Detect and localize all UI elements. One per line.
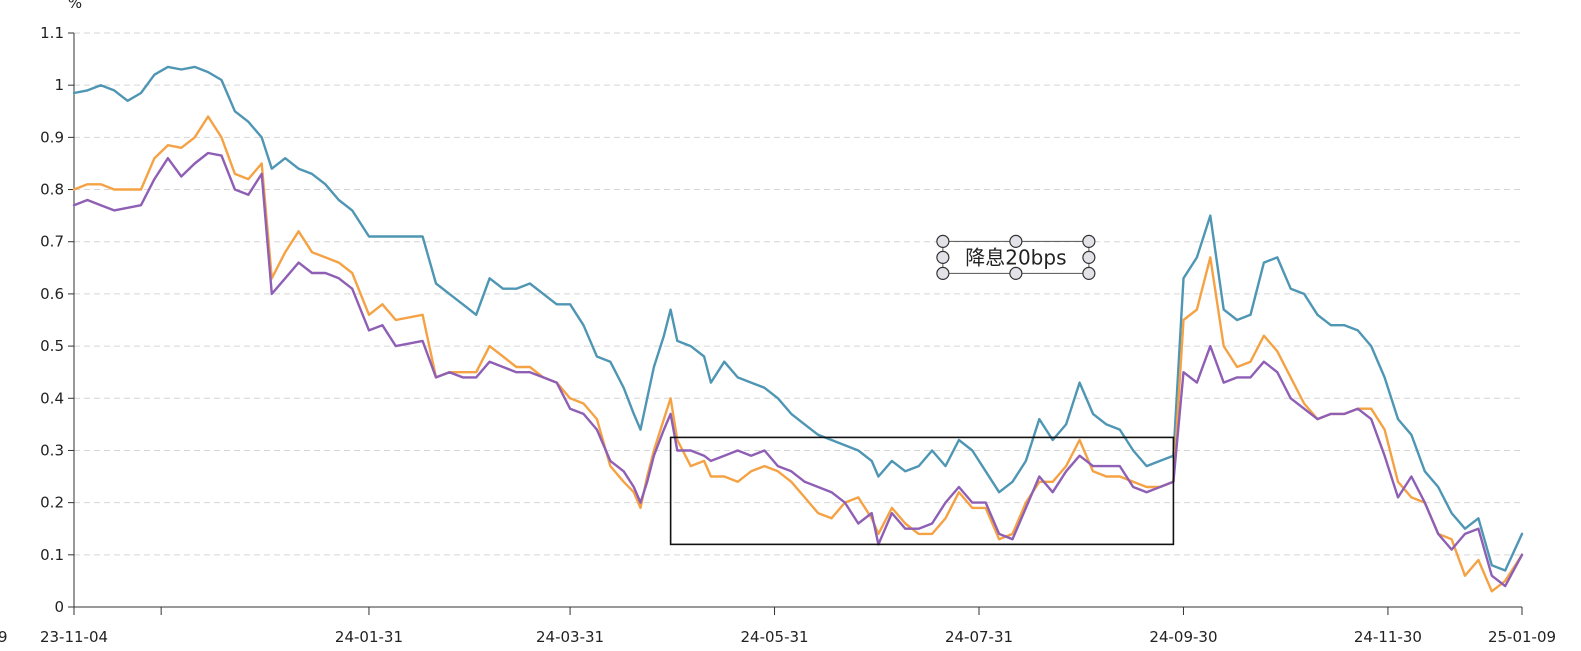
highlight-rectangle[interactable] <box>669 436 1175 546</box>
y-tick-label: 0.4 <box>40 389 64 407</box>
y-tick-label: 0 <box>54 598 64 616</box>
series-line-1 <box>72 65 1524 572</box>
x-tick-label-clipped: 9 <box>0 628 8 646</box>
gridlines <box>74 32 1522 556</box>
y-tick-label: 0.8 <box>40 181 64 199</box>
annotation-layer: 降息20bps <box>669 234 1175 546</box>
x-tick-label: 24-03-31 <box>536 628 604 646</box>
x-tick-label: 23-11-04 <box>40 628 108 646</box>
y-tick-label: 1 <box>54 76 64 94</box>
axes: % 9 0 0.1 0.2 0.3 0.4 0.5 0.6 0.7 0.8 0.9 1 1.1 23-1… <box>0 0 1556 646</box>
y-tick-label: 0.9 <box>40 128 64 146</box>
y-tick-label: 1.1 <box>40 24 64 42</box>
y-tick-label: 0.6 <box>40 285 64 303</box>
x-tick-label: 24-09-30 <box>1149 628 1217 646</box>
resize-handle[interactable] <box>1082 266 1096 280</box>
resize-handle[interactable] <box>936 234 950 248</box>
series-layer <box>72 65 1524 593</box>
y-tick-label: 0.7 <box>40 233 64 251</box>
y-tick-label: 0.3 <box>40 441 64 459</box>
x-tick-label: 25-01-09 <box>1488 628 1556 646</box>
resize-handle[interactable] <box>936 266 950 280</box>
x-tick-label: 24-05-31 <box>740 628 808 646</box>
text-annotation-label: 降息20bps <box>965 245 1066 269</box>
resize-handle[interactable] <box>1009 266 1023 280</box>
x-tick-label: 24-01-31 <box>335 628 403 646</box>
y-axis-unit-label: % <box>68 0 82 12</box>
text-annotation[interactable]: 降息20bps <box>936 234 1096 280</box>
resize-handle[interactable] <box>1009 234 1023 248</box>
x-tick-label: 24-11-30 <box>1354 628 1422 646</box>
y-tick-label: 0.5 <box>40 337 64 355</box>
x-tick-label: 24-07-31 <box>945 628 1013 646</box>
resize-handle[interactable] <box>936 250 950 264</box>
resize-handle[interactable] <box>1082 250 1096 264</box>
series-line-3 <box>72 151 1524 588</box>
resize-handle[interactable] <box>1082 234 1096 248</box>
y-tick-label: 0.2 <box>40 494 64 512</box>
series-line-2 <box>72 115 1524 593</box>
y-tick-label: 0.1 <box>40 546 64 564</box>
